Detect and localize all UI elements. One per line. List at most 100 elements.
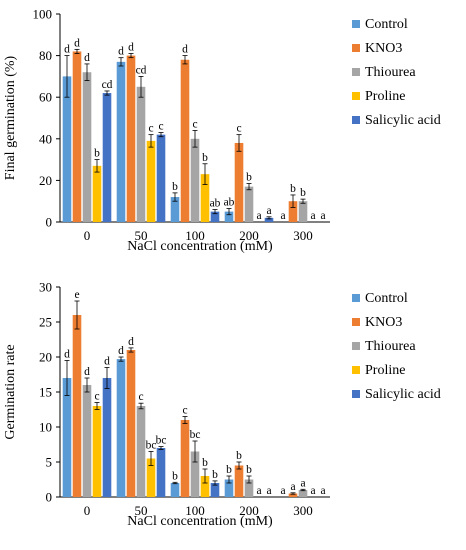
bar [72, 315, 82, 497]
y-tick-label: 0 [46, 490, 53, 505]
legend-swatch [352, 294, 360, 302]
significance-letter: cd [102, 79, 113, 91]
bar [62, 378, 72, 497]
significance-letter: a [280, 485, 285, 497]
y-tick-label: 100 [33, 7, 53, 22]
bar [224, 211, 234, 222]
legend-label: Control [365, 291, 408, 306]
legend-label: Salicylic acid [365, 113, 441, 128]
significance-letter: e [74, 289, 79, 301]
x-tick-label: 100 [185, 503, 205, 518]
y-tick-label: 20 [39, 173, 52, 188]
legend-swatch [352, 342, 360, 350]
y-tick-label: 60 [39, 90, 52, 105]
significance-letter: a [300, 477, 305, 489]
bar [234, 465, 244, 497]
x-tick-label: 300 [293, 503, 313, 518]
significance-letter: ab [210, 198, 221, 210]
legend-label: KNO3 [365, 315, 402, 330]
bar [200, 174, 210, 222]
y-tick-label: 80 [39, 48, 52, 63]
bar [210, 211, 220, 222]
x-axis-title: NaCl concentration (mM) [127, 239, 273, 254]
significance-letter: a [266, 485, 271, 497]
significance-letter: b [290, 183, 296, 195]
y-tick-label: 10 [39, 420, 52, 435]
bar [170, 483, 180, 497]
significance-letter: d [64, 349, 70, 361]
legend-label: Thiourea [365, 339, 416, 354]
y-axis-title: Germination rate [3, 344, 18, 439]
significance-letter: c [182, 405, 187, 417]
legend-swatch [352, 44, 360, 52]
significance-letter: d [118, 345, 124, 357]
legend-label: Proline [365, 363, 405, 378]
legend-swatch [352, 116, 360, 124]
significance-letter: b [300, 187, 306, 199]
legend-label: KNO3 [365, 41, 402, 56]
legend-label: Salicylic acid [365, 387, 441, 402]
significance-letter: d [128, 336, 134, 348]
y-tick-label: 40 [39, 131, 52, 146]
bar [180, 59, 190, 223]
significance-letter: bc [156, 435, 167, 447]
significance-letter: d [64, 44, 70, 56]
bar [224, 479, 234, 497]
significance-letter: c [138, 391, 143, 403]
bar [288, 201, 298, 222]
significance-letter: b [202, 152, 208, 164]
x-tick-label: 50 [135, 228, 148, 243]
bar [200, 476, 210, 497]
bar [92, 165, 102, 222]
bar [116, 359, 126, 497]
significance-letter: a [310, 210, 315, 222]
bar [146, 458, 156, 497]
significance-letter: a [266, 205, 271, 217]
significance-letter: d [182, 44, 188, 56]
significance-letter: c [158, 121, 163, 133]
bar [190, 451, 200, 497]
significance-letter: b [202, 457, 208, 469]
significance-letter: b [226, 464, 232, 476]
bar [180, 420, 190, 497]
significance-letter: d [118, 46, 124, 58]
x-tick-label: 300 [293, 228, 313, 243]
y-tick-label: 20 [39, 350, 52, 365]
significance-letter: b [172, 470, 178, 482]
y-tick-label: 15 [39, 385, 52, 400]
bar [72, 51, 82, 222]
significance-letter: a [320, 485, 325, 497]
bar [146, 140, 156, 222]
significance-letter: bc [146, 440, 157, 452]
x-tick-label: 200 [239, 228, 259, 243]
x-tick-label: 100 [185, 228, 205, 243]
legend-swatch [352, 390, 360, 398]
significance-letter: a [280, 210, 285, 222]
bar [210, 483, 220, 497]
bar [190, 138, 200, 222]
legend-label: Thiourea [365, 65, 416, 80]
bar [62, 76, 72, 223]
significance-letter: d [128, 42, 134, 54]
x-tick-label: 0 [84, 228, 91, 243]
significance-letter: ab [224, 196, 235, 208]
legend-label: Proline [365, 89, 405, 104]
bar [244, 186, 254, 222]
bar [298, 201, 308, 222]
legend-swatch [352, 318, 360, 326]
significance-letter: c [94, 391, 99, 403]
legend-swatch [352, 68, 360, 76]
bar [82, 385, 92, 497]
significance-letter: a [290, 481, 295, 493]
significance-letter: d [104, 356, 110, 368]
significance-letter: b [94, 148, 100, 160]
y-axis-title: Final germination (%) [3, 55, 18, 180]
significance-letter: b [236, 450, 242, 462]
bar [136, 406, 146, 497]
x-tick-label: 50 [135, 503, 148, 518]
legend-label: Control [365, 17, 408, 32]
bar [156, 448, 166, 497]
significance-letter: b [246, 464, 252, 476]
x-tick-label: 200 [239, 503, 259, 518]
